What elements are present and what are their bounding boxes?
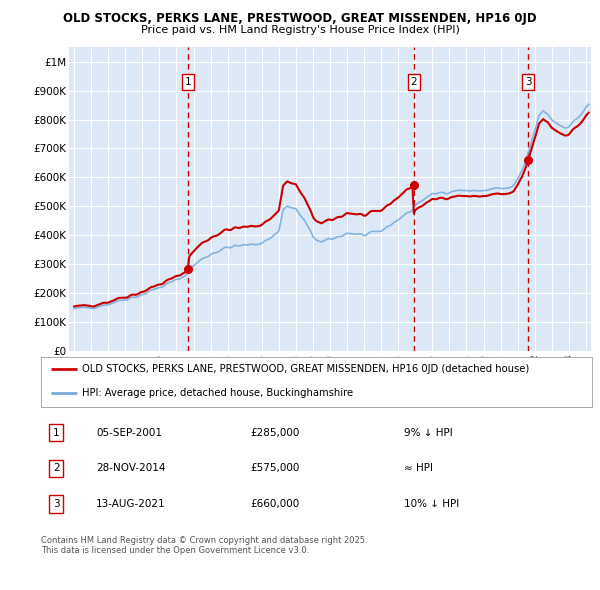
Text: This data is licensed under the Open Government Licence v3.0.: This data is licensed under the Open Gov… (41, 546, 309, 555)
Text: 28-NOV-2014: 28-NOV-2014 (96, 463, 166, 473)
Text: 10% ↓ HPI: 10% ↓ HPI (404, 499, 460, 509)
Text: OLD STOCKS, PERKS LANE, PRESTWOOD, GREAT MISSENDEN, HP16 0JD: OLD STOCKS, PERKS LANE, PRESTWOOD, GREAT… (63, 12, 537, 25)
Text: 1: 1 (53, 428, 59, 438)
Text: 13-AUG-2021: 13-AUG-2021 (96, 499, 166, 509)
Text: HPI: Average price, detached house, Buckinghamshire: HPI: Average price, detached house, Buck… (82, 388, 353, 398)
Text: 9% ↓ HPI: 9% ↓ HPI (404, 428, 453, 438)
Text: 2: 2 (410, 77, 417, 87)
Text: £660,000: £660,000 (250, 499, 299, 509)
Text: 05-SEP-2001: 05-SEP-2001 (96, 428, 162, 438)
Text: £285,000: £285,000 (250, 428, 299, 438)
Text: 3: 3 (525, 77, 532, 87)
Text: 3: 3 (53, 499, 59, 509)
Text: 2: 2 (53, 463, 59, 473)
Text: 1: 1 (185, 77, 191, 87)
Text: OLD STOCKS, PERKS LANE, PRESTWOOD, GREAT MISSENDEN, HP16 0JD (detached house): OLD STOCKS, PERKS LANE, PRESTWOOD, GREAT… (82, 365, 529, 375)
Text: Contains HM Land Registry data © Crown copyright and database right 2025.: Contains HM Land Registry data © Crown c… (41, 536, 367, 545)
Text: ≈ HPI: ≈ HPI (404, 463, 433, 473)
Text: Price paid vs. HM Land Registry's House Price Index (HPI): Price paid vs. HM Land Registry's House … (140, 25, 460, 35)
Text: £575,000: £575,000 (250, 463, 299, 473)
